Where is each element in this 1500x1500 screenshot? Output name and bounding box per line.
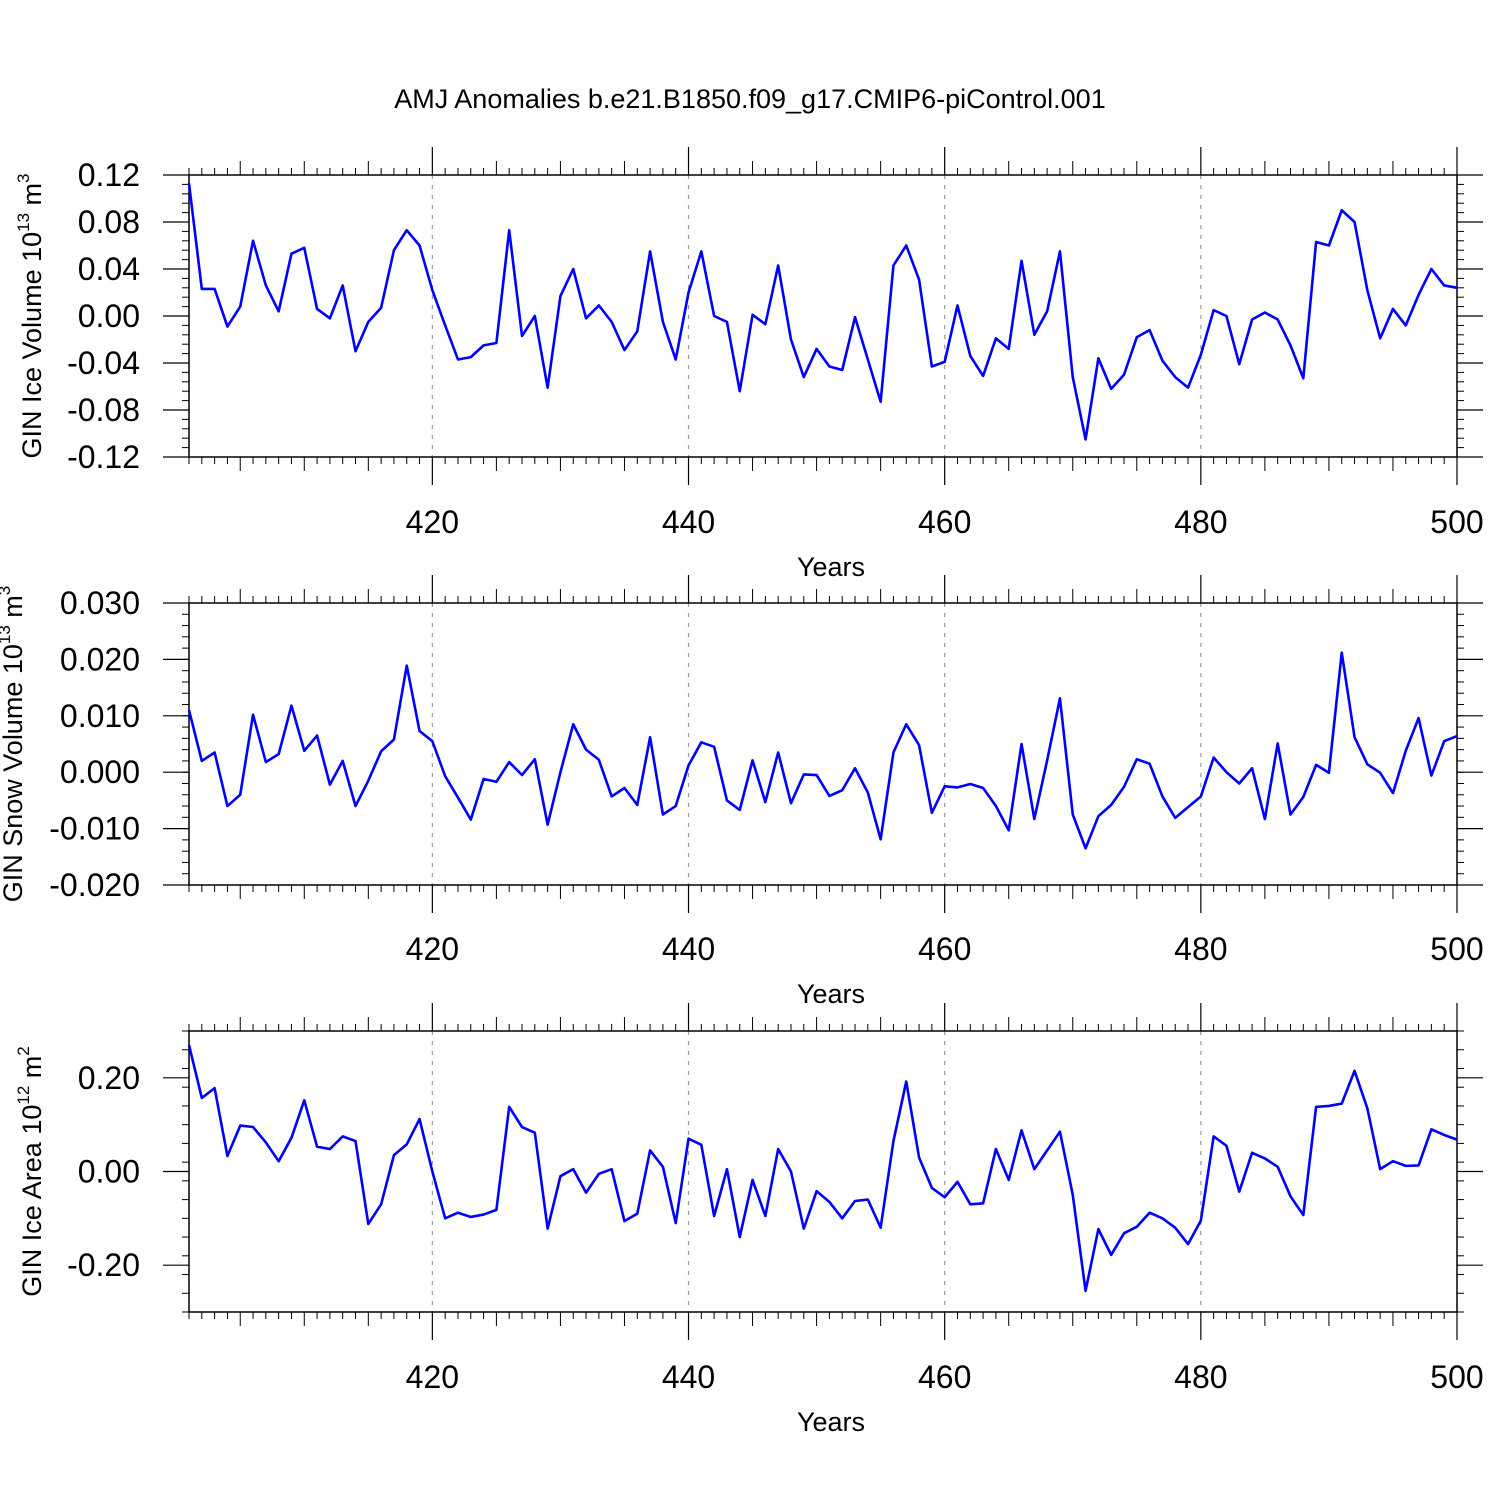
series-line	[187, 183, 1458, 441]
x-tick-label: 500	[1430, 1359, 1483, 1395]
y-tick-label: -0.04	[67, 345, 140, 381]
y-axis-title: GIN Ice Area 1012 m2	[14, 1046, 47, 1297]
x-tick-label: 420	[406, 931, 459, 967]
y-tick-label: 0.00	[78, 1154, 140, 1190]
y-tick-label: 0.010	[60, 698, 140, 734]
y-tick-label: -0.12	[67, 439, 140, 475]
series-line	[187, 1044, 1458, 1293]
y-tick-label: -0.20	[67, 1247, 140, 1283]
x-tick-label: 420	[406, 504, 459, 540]
y-tick-label: 0.20	[78, 1060, 140, 1096]
x-tick-label: 460	[918, 931, 971, 967]
y-tick-label: 0.12	[78, 157, 140, 193]
plot-frame	[188, 1030, 1458, 1313]
chart-panel-2: 420 440 460 480 500 -0.020 -0.010 0.000 0.010 0.0…	[0, 575, 1484, 1009]
y-tick-label: -0.010	[49, 811, 140, 847]
chart-panel-1: 420 440 460 480 500 -0.12 -0.08 -0.04 0.00 0.04 0.…	[14, 147, 1484, 582]
x-tick-label: 440	[662, 504, 715, 540]
chart-panel-3: 420 440 460 480 500 -0.20 0.00 0.20 Years GIN Ice…	[14, 1003, 1484, 1437]
figure-title: AMJ Anomalies b.e21.B1850.f09_g17.CMIP6-…	[394, 84, 1106, 114]
x-tick-label: 460	[918, 1359, 971, 1395]
x-axis-title: Years	[797, 1407, 865, 1437]
x-tick-label: 500	[1430, 931, 1483, 967]
y-axis-title: GIN Ice Volume 1013 m3	[14, 173, 47, 458]
x-tick-label: 480	[1174, 504, 1227, 540]
x-tick-label: 500	[1430, 504, 1483, 540]
y-tick-label: -0.020	[49, 867, 140, 903]
y-tick-label: 0.04	[78, 251, 140, 287]
x-tick-label: 440	[662, 1359, 715, 1395]
y-tick-label: 0.00	[78, 298, 140, 334]
y-tick-label: 0.030	[60, 585, 140, 621]
x-axis-title: Years	[797, 979, 865, 1009]
plot-frame	[188, 174, 1458, 458]
x-tick-label: 480	[1174, 931, 1227, 967]
y-tick-label: 0.000	[60, 754, 140, 790]
y-tick-label: 0.020	[60, 641, 140, 677]
y-tick-label: 0.08	[78, 204, 140, 240]
x-tick-label: 460	[918, 504, 971, 540]
y-tick-label: -0.08	[67, 392, 140, 428]
x-axis-title: Years	[797, 552, 865, 582]
y-axis-title: GIN Snow Volume 1013 m3	[0, 586, 28, 903]
plot-frame	[188, 602, 1458, 886]
x-tick-label: 420	[406, 1359, 459, 1395]
x-tick-label: 440	[662, 931, 715, 967]
x-tick-label: 480	[1174, 1359, 1227, 1395]
series-line	[187, 651, 1458, 850]
